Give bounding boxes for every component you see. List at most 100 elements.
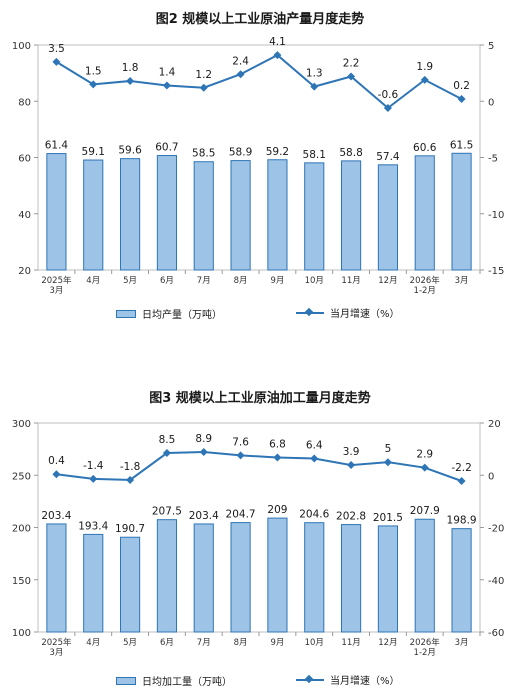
line-point [162,449,171,458]
line-data-label: 8.9 [195,433,212,445]
bar-data-label: 60.6 [413,142,437,154]
line-data-label: 3.9 [343,446,360,458]
x-axis-tick-label: 12月 [378,638,397,648]
right-axis-tick-label: -15 [488,266,504,277]
bar-data-label: 61.5 [450,139,473,151]
x-axis-tick-label: 9月 [270,638,284,648]
line-data-label: 1.3 [306,68,323,80]
line-point [310,454,319,463]
x-axis-tick-label: 2026年 [410,275,441,286]
bar-data-label: 202.8 [336,511,366,523]
line-data-label: 2.4 [232,55,249,67]
x-axis-tick-label: 3月 [455,276,469,286]
bar [377,164,398,271]
left-axis-tick-label: 20 [18,266,31,277]
bar [83,533,104,633]
x-axis-tick-label: 2026年 [410,637,441,648]
left-axis-tick-label: 300 [12,419,31,430]
bar-data-label: 60.7 [155,142,178,154]
line-point [236,451,245,460]
line-point [310,82,319,91]
legend-line-label: 当月增速（%） [330,676,400,687]
line-point [199,447,208,456]
line-point [52,470,61,479]
bar-data-label: 198.9 [447,515,477,527]
legend-bar-label: 日均产量（万吨） [142,310,222,321]
x-axis-tick-label: 9月 [270,276,284,286]
crude-oil-output-chart: 图2 规模以上工业原油产量月度走势 20 40 60 80 100 -15 -10 -5 0 5 2… [0,0,520,345]
chart-title: 图2 规模以上工业原油产量月度走势 [155,12,365,27]
legend-line: 当月增速（%） [296,305,400,320]
line-data-label: 1.8 [122,62,139,74]
bar [46,153,67,271]
line-data-label: 0.2 [453,80,470,92]
right-axis-tick-label: -60 [488,628,504,639]
line-data-label: 1.5 [85,65,102,77]
left-axis-tick-label: 100 [12,628,31,639]
bar [377,525,398,633]
line-data-label: 7.6 [232,436,249,448]
line-point [273,51,282,60]
line-point [162,81,171,90]
legend-line: 当月增速（%） [296,672,400,687]
bar-data-label: 209 [267,504,287,516]
line-point [347,72,356,81]
chart-title: 图3 规模以上工业原油加工量月度走势 [149,391,371,406]
bar [414,518,435,633]
left-axis-tick-label: 250 [12,471,31,482]
bar-data-label: 190.7 [115,523,145,535]
right-axis-tick-label: 5 [488,41,494,52]
line-point [199,83,208,92]
legend-line-label: 当月增速（%） [330,309,400,320]
bar-data-label: 207.5 [152,506,182,518]
bar [341,524,362,633]
x-axis-tick-label: 10月 [305,276,324,286]
right-axis-tick-label: -20 [488,524,504,535]
left-axis-tick-label: 40 [18,210,31,221]
line-data-label: -0.6 [378,89,399,101]
line-point [347,461,356,470]
line-data-label: 1.9 [416,61,433,73]
x-axis-tick-label: 6月 [160,638,174,648]
line-point [457,476,466,485]
line-series [55,53,463,110]
x-axis-tick-label: 5月 [123,276,137,286]
x-axis-tick-label: 11月 [341,276,360,286]
x-axis-tick-label: 3月 [49,286,63,296]
line-series [56,450,462,482]
bar [304,162,325,271]
line-data-label: 6.8 [269,438,286,450]
line-point [236,70,245,79]
bar-data-label: 207.9 [410,505,440,517]
bar-data-label: 204.7 [226,509,256,521]
x-axis-tick-label: 4月 [86,276,100,286]
legend-bar-label: 日均加工量（万吨） [142,677,232,688]
x-axis-tick-label: 2025年 [41,275,72,286]
bar [156,155,177,271]
bar [230,160,251,271]
bar-data-label: 59.2 [266,146,289,158]
x-axis-tick-label: 3月 [455,638,469,648]
right-axis-tick-label: -40 [488,576,504,587]
line-data-label: 3.5 [48,43,65,55]
line-point [52,57,61,66]
line-data-label: 1.2 [195,69,212,81]
line-data-label: 0.4 [48,455,65,467]
bar [120,536,141,633]
line-point [89,80,98,89]
right-axis-tick-label: -5 [488,154,498,165]
line-point [383,458,392,467]
legend-bar: 日均产量（万吨） [116,306,222,321]
bar-data-label: 59.6 [118,145,142,157]
bar-data-label: 58.5 [192,148,215,160]
crude-oil-processing-chart: 图3 规模以上工业原油加工量月度走势 100 150 200 250 300 -60 -40… [0,345,520,690]
left-axis-tick-label: 200 [12,524,31,535]
x-axis-tick-label: 7月 [197,276,211,286]
left-axis-tick-label: 150 [12,576,31,587]
line-data-label: 8.5 [159,434,176,446]
bar-data-label: 201.5 [373,512,403,524]
bar [156,519,177,633]
bar-swatch [116,676,136,685]
line-point [126,77,135,85]
